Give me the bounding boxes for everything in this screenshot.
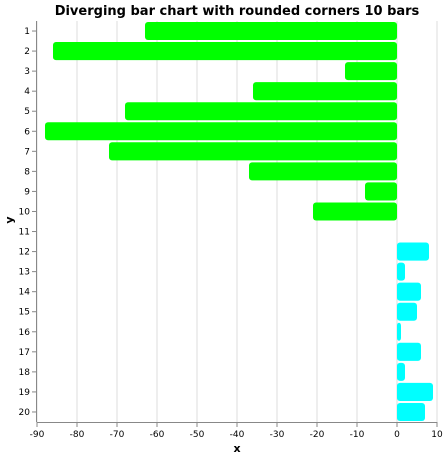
x-axis: -90 -80 -70 -60 -50 -40 -30 -20 -10 0 10 xyxy=(30,422,443,440)
x-tick-label: -60 xyxy=(150,430,165,440)
x-tick-label: -90 xyxy=(30,430,45,440)
x-tick-label: -50 xyxy=(190,430,205,440)
bar xyxy=(365,182,397,201)
y-tick-label: 2 xyxy=(24,47,30,57)
x-tick-label: -80 xyxy=(70,430,85,440)
bar xyxy=(397,262,405,281)
x-tick-label: 10 xyxy=(431,430,443,440)
grid-lines xyxy=(36,21,438,422)
y-tick-label: 15 xyxy=(19,308,30,318)
bar xyxy=(397,402,425,421)
x-tick-label: -30 xyxy=(270,430,285,440)
bar xyxy=(253,82,397,101)
y-tick-label: 1 xyxy=(24,27,30,37)
y-tick-label: 17 xyxy=(19,348,30,358)
y-tick-label: 12 xyxy=(19,248,30,258)
y-tick-label: 3 xyxy=(24,67,30,77)
bar xyxy=(345,62,397,81)
y-tick-label: 5 xyxy=(24,107,30,117)
x-tick-label: -40 xyxy=(230,430,245,440)
x-axis-title: x xyxy=(233,442,240,455)
y-axis-title: y xyxy=(3,216,16,223)
y-tick-label: 10 xyxy=(19,207,31,217)
bar xyxy=(397,282,421,301)
bar xyxy=(109,142,397,161)
x-tick-label: -70 xyxy=(110,430,125,440)
bar xyxy=(45,122,397,141)
chart-title: Diverging bar chart with rounded corners… xyxy=(55,4,420,19)
x-tick-label: 0 xyxy=(394,430,400,440)
bars xyxy=(45,22,433,421)
y-tick-label: 6 xyxy=(24,127,30,137)
y-tick-label: 9 xyxy=(24,187,30,197)
y-tick-label: 16 xyxy=(19,328,31,338)
y-tick-label: 14 xyxy=(19,288,31,298)
y-tick-label: 18 xyxy=(19,368,31,378)
y-tick-label: 19 xyxy=(19,388,31,398)
y-tick-label: 8 xyxy=(24,167,30,177)
bar xyxy=(249,162,397,181)
y-tick-label: 13 xyxy=(19,268,30,278)
bar xyxy=(125,102,397,121)
bar xyxy=(397,242,429,261)
bar xyxy=(397,362,405,381)
bar xyxy=(397,302,417,321)
y-tick-label: 11 xyxy=(19,228,30,238)
x-tick-label: -20 xyxy=(310,430,325,440)
x-tick-label: -10 xyxy=(350,430,365,440)
bar xyxy=(397,382,433,401)
y-tick-label: 20 xyxy=(19,408,31,418)
bar xyxy=(397,322,401,341)
y-tick-label: 4 xyxy=(24,87,30,97)
y-tick-label: 7 xyxy=(24,147,30,157)
bar xyxy=(145,22,397,41)
bar xyxy=(397,342,421,361)
bar xyxy=(53,42,397,61)
bar xyxy=(313,202,397,221)
